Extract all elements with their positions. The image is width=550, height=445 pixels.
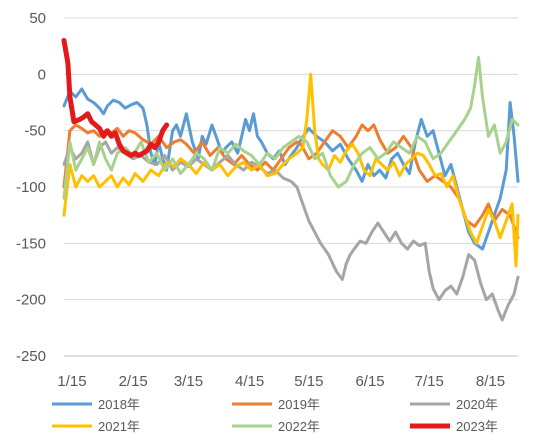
y-tick-label: -150 [16, 235, 46, 252]
legend-label: 2021年 [98, 419, 140, 434]
y-tick-label: -50 [24, 123, 46, 140]
y-tick-label: 50 [29, 10, 46, 27]
legend-label: 2019年 [278, 397, 320, 412]
series-line-2023年 [61, 38, 170, 158]
x-tick-label: 5/15 [294, 373, 323, 390]
series-line-2021年 [62, 72, 520, 268]
y-tick-label: 0 [38, 66, 46, 83]
series-lines [61, 38, 520, 322]
legend-label: 2022年 [278, 419, 320, 434]
y-tick-label: -100 [16, 179, 46, 196]
legend-label: 2018年 [98, 397, 140, 412]
axes: 50 0 -50 -100 -150 -200 -250 1/15 2/15 3/15 4/15 5/… [16, 10, 518, 390]
x-tick-label: 8/15 [476, 373, 505, 390]
series-line-2018年 [62, 87, 520, 251]
x-tick-label: 1/15 [57, 373, 86, 390]
legend: 2018年 2019年 2020年 2021年 2022年 2023年 [52, 397, 498, 434]
series-line-2019年 [62, 123, 520, 240]
x-tick-label: 7/15 [415, 373, 444, 390]
x-tick-label: 4/15 [235, 373, 264, 390]
x-tick-label: 6/15 [355, 373, 384, 390]
y-tick-label: -250 [16, 348, 46, 365]
y-tick-label: -200 [16, 292, 46, 309]
legend-label: 2020年 [456, 397, 498, 412]
x-tick-label: 2/15 [119, 373, 148, 390]
x-tick-label: 3/15 [174, 373, 203, 390]
legend-label: 2023年 [456, 419, 498, 434]
